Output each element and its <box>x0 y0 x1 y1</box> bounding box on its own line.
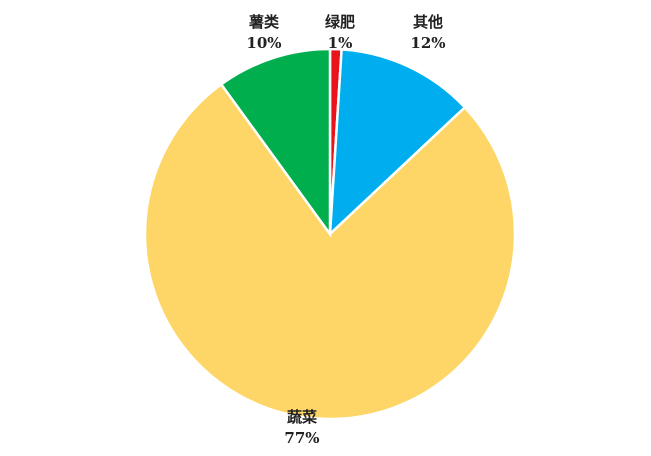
slice-percent: 10% <box>246 34 282 52</box>
slice-name: 蔬菜 <box>286 408 317 426</box>
slice-percent: 77% <box>284 429 320 447</box>
slice-label-tubers: 薯类 10% <box>234 12 294 54</box>
slice-name: 其他 <box>412 13 443 31</box>
slice-name: 薯类 <box>248 13 279 31</box>
pie-slice-1 <box>328 48 467 238</box>
pie-slice-3 <box>219 47 332 238</box>
slice-label-vegetables: 蔬菜 77% <box>272 407 332 449</box>
slice-label-other: 其他 12% <box>398 12 458 54</box>
slice-percent: 12% <box>410 34 446 52</box>
slice-name: 绿肥 <box>324 13 355 31</box>
slice-label-green-manure: 绿肥 1% <box>310 12 370 54</box>
pie-slice-2 <box>143 82 517 421</box>
slice-percent: 1% <box>327 34 353 52</box>
